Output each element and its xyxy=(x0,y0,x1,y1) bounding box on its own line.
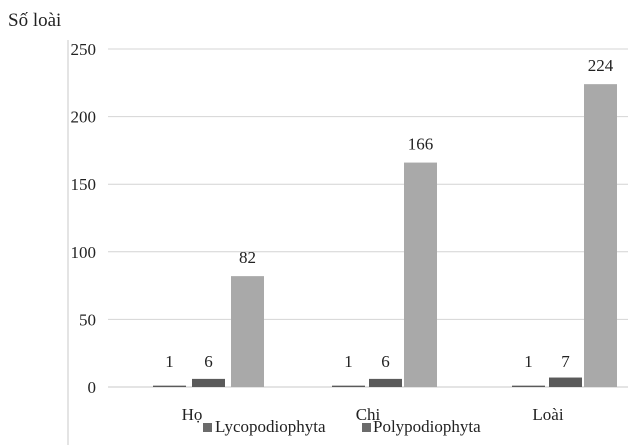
legend-label-1: Polypodiophyta xyxy=(373,417,481,436)
data-label-Họ-series-0: 1 xyxy=(165,352,174,371)
bar-Họ-series-1 xyxy=(192,378,225,387)
x-tick-label-0: Họ xyxy=(182,405,203,424)
bar-Loài-series-1 xyxy=(549,377,582,387)
data-label-Họ-series-2: 82 xyxy=(239,248,256,267)
y-tick-label-250: 250 xyxy=(71,40,97,59)
legend-label-0: Lycopodiophyta xyxy=(215,417,326,436)
data-label-Loài-series-2: 224 xyxy=(588,56,614,75)
bar-Chi-series-1 xyxy=(369,378,402,387)
y-tick-label-100: 100 xyxy=(71,243,97,262)
data-label-Chi-series-1: 6 xyxy=(381,352,390,371)
x-tick-label-1: Chi xyxy=(356,405,381,424)
legend-swatch-1 xyxy=(362,423,371,432)
data-label-Loài-series-0: 1 xyxy=(524,352,533,371)
y-tick-label-150: 150 xyxy=(71,175,97,194)
y-tick-label-200: 200 xyxy=(71,108,97,127)
bar-Chi-series-0 xyxy=(332,385,365,387)
legend-swatch-0 xyxy=(203,423,212,432)
y-axis-label: Số loài xyxy=(8,10,62,31)
bar-Loài-series-2 xyxy=(584,84,617,387)
data-label-Loài-series-1: 7 xyxy=(561,352,570,371)
bar-Họ-series-2 xyxy=(231,276,264,387)
y-tick-label-50: 50 xyxy=(79,310,96,329)
data-label-Chi-series-2: 166 xyxy=(408,135,434,154)
bar-Chi-series-2 xyxy=(404,162,437,387)
bar-Loài-series-0 xyxy=(512,385,545,387)
bar-Họ-series-0 xyxy=(153,385,186,387)
data-label-Chi-series-0: 1 xyxy=(344,352,353,371)
data-label-Họ-series-1: 6 xyxy=(204,352,213,371)
y-tick-label-0: 0 xyxy=(88,378,97,397)
x-tick-label-2: Loài xyxy=(532,405,563,424)
